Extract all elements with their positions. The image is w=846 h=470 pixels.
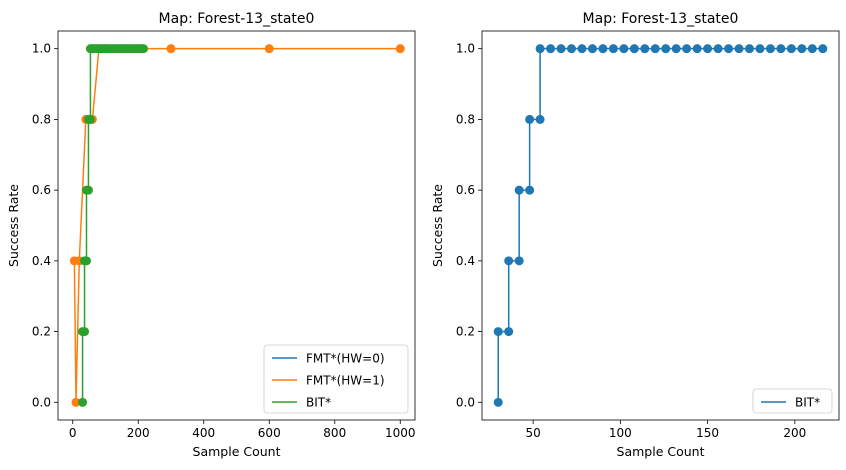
x-axis-label: Sample Count — [617, 444, 705, 459]
data-point — [671, 44, 681, 54]
data-point — [786, 44, 796, 54]
legend-label-1: FMT*(HW=0) — [306, 352, 385, 366]
data-point — [264, 44, 274, 54]
y-tick-label: 0.6 — [32, 183, 51, 197]
legend-box — [752, 388, 833, 414]
x-axis-label: Sample Count — [193, 444, 281, 459]
data-point — [703, 44, 713, 54]
plot-area — [493, 44, 828, 407]
data-point — [724, 44, 734, 54]
data-point — [818, 44, 828, 54]
series-line-1 — [497, 47, 823, 403]
data-point — [598, 44, 608, 54]
y-tick-label: 0.8 — [456, 112, 475, 126]
data-point — [608, 44, 618, 54]
data-point — [692, 44, 702, 54]
x-tick-label: 1000 — [385, 426, 416, 440]
y-tick-label: 0.2 — [456, 325, 475, 339]
data-point — [807, 44, 817, 54]
data-point — [504, 327, 514, 337]
data-point — [78, 397, 88, 407]
data-point — [166, 44, 176, 54]
data-point — [535, 44, 545, 54]
data-point — [493, 397, 503, 407]
plot-frame — [481, 30, 840, 421]
chart-panel-2: Map: Forest-13_state0 50 100 150 200 0.0 0.2 0.… — [430, 11, 840, 459]
data-point — [744, 44, 754, 54]
legend-box — [263, 344, 409, 414]
data-point — [640, 44, 650, 54]
data-point — [504, 256, 514, 266]
data-point — [797, 44, 807, 54]
data-point — [546, 44, 556, 54]
data-point — [83, 185, 93, 195]
data-point — [71, 397, 81, 407]
data-point — [85, 114, 95, 124]
x-tick-label: 400 — [192, 426, 215, 440]
y-tick-label: 1.0 — [456, 42, 475, 56]
x-tick-label: 200 — [127, 426, 150, 440]
data-point — [81, 256, 91, 266]
chart-title: Map: Forest-13_state0 — [159, 11, 315, 27]
data-point — [734, 44, 744, 54]
legend: BIT* — [752, 388, 833, 414]
data-point — [567, 44, 577, 54]
data-point — [776, 44, 786, 54]
x-tick-label: 150 — [696, 426, 719, 440]
data-point — [138, 44, 148, 54]
x-tick-label: 100 — [609, 426, 632, 440]
legend-label-3: BIT* — [306, 396, 331, 410]
y-tick-label: 0.0 — [456, 395, 475, 409]
data-point — [713, 44, 723, 54]
plot-frame — [57, 30, 416, 421]
data-point — [755, 44, 765, 54]
y-tick-label: 0.4 — [456, 254, 475, 268]
data-point — [661, 44, 671, 54]
y-tick-label: 0.2 — [32, 325, 51, 339]
data-point — [525, 114, 535, 124]
x-tick-label: 800 — [323, 426, 346, 440]
data-point — [587, 44, 597, 54]
data-point — [682, 44, 692, 54]
data-point — [577, 44, 587, 54]
data-point — [535, 114, 545, 124]
data-point — [650, 44, 660, 54]
legend: FMT*(HW=0) FMT*(HW=1) BIT* — [263, 344, 409, 414]
y-tick-label: 0.0 — [32, 395, 51, 409]
x-tick-label: 200 — [783, 426, 806, 440]
data-point — [80, 327, 90, 337]
data-point — [619, 44, 629, 54]
chart-title: Map: Forest-13_state0 — [583, 11, 739, 27]
data-point — [493, 327, 503, 337]
y-axis-label: Success Rate — [430, 184, 445, 267]
legend-label-2: FMT*(HW=1) — [306, 374, 385, 388]
series-line-3 — [81, 47, 144, 403]
data-point — [395, 44, 405, 54]
y-tick-label: 0.8 — [32, 112, 51, 126]
data-point — [514, 185, 524, 195]
y-tick-label: 0.6 — [456, 183, 475, 197]
y-tick-label: 1.0 — [32, 42, 51, 56]
data-point — [514, 256, 524, 266]
x-tick-label: 0 — [69, 426, 77, 440]
data-point — [556, 44, 566, 54]
data-point — [629, 44, 639, 54]
y-tick-label: 0.4 — [32, 254, 51, 268]
legend-label-1: BIT* — [795, 396, 820, 410]
data-point — [765, 44, 775, 54]
x-tick-label: 600 — [258, 426, 281, 440]
chart-panel-1: Map: Forest-13_state0 0 200 400 600 800 1000 0.… — [6, 11, 416, 459]
data-point — [525, 185, 535, 195]
x-tick-label: 50 — [525, 426, 540, 440]
plot-area — [69, 44, 405, 407]
y-axis-label: Success Rate — [6, 184, 21, 267]
